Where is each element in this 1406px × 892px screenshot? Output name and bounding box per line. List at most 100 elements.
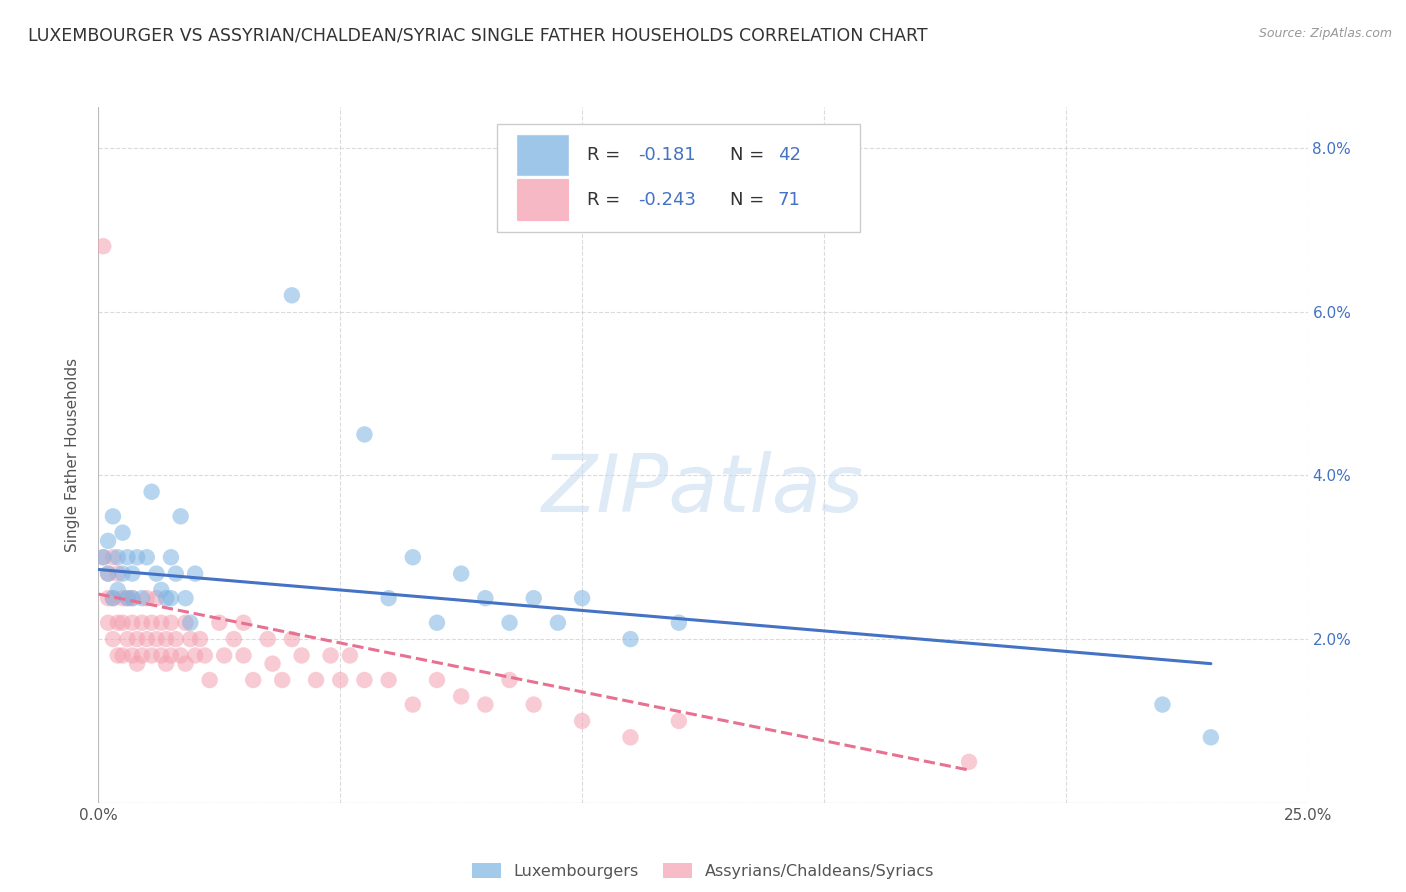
Text: -0.181: -0.181	[638, 146, 696, 164]
Point	[145, 632, 167, 646]
Point	[498, 615, 520, 630]
Point	[111, 615, 134, 630]
Point	[141, 484, 163, 499]
Text: 71: 71	[778, 191, 801, 209]
Point	[339, 648, 361, 663]
Point	[121, 648, 143, 663]
Point	[450, 690, 472, 704]
Point	[619, 632, 641, 646]
Point	[107, 550, 129, 565]
Point	[111, 525, 134, 540]
Point	[184, 648, 207, 663]
Point	[523, 591, 546, 606]
Point	[474, 698, 496, 712]
Point	[97, 566, 120, 581]
Point	[377, 673, 399, 687]
Point	[319, 648, 342, 663]
Point	[174, 591, 197, 606]
Point	[121, 615, 143, 630]
Point	[426, 673, 449, 687]
Point	[174, 615, 197, 630]
Point	[117, 550, 139, 565]
Point	[160, 550, 183, 565]
Point	[111, 591, 134, 606]
Point	[121, 591, 143, 606]
Point	[141, 648, 163, 663]
FancyBboxPatch shape	[517, 179, 568, 219]
Text: R =: R =	[586, 191, 626, 209]
Point	[179, 632, 201, 646]
Point	[127, 657, 149, 671]
Point	[232, 615, 254, 630]
Point	[169, 648, 191, 663]
Point	[571, 591, 593, 606]
Point	[198, 673, 221, 687]
Point	[97, 566, 120, 581]
Point	[426, 615, 449, 630]
Point	[242, 673, 264, 687]
Point	[188, 632, 211, 646]
Point	[91, 550, 114, 565]
Point	[402, 550, 425, 565]
Y-axis label: Single Father Households: Single Father Households	[65, 358, 80, 552]
Point	[135, 550, 157, 565]
Text: LUXEMBOURGER VS ASSYRIAN/CHALDEAN/SYRIAC SINGLE FATHER HOUSEHOLDS CORRELATION CH: LUXEMBOURGER VS ASSYRIAN/CHALDEAN/SYRIAC…	[28, 27, 928, 45]
Point	[212, 648, 235, 663]
Point	[450, 566, 472, 581]
Point	[117, 591, 139, 606]
Point	[184, 566, 207, 581]
Point	[194, 648, 217, 663]
Point	[107, 648, 129, 663]
Point	[256, 632, 278, 646]
Point	[619, 731, 641, 745]
Point	[101, 591, 124, 606]
Point	[97, 591, 120, 606]
Point	[160, 648, 183, 663]
Point	[101, 632, 124, 646]
Point	[117, 591, 139, 606]
Point	[232, 648, 254, 663]
Point	[135, 632, 157, 646]
Text: R =: R =	[586, 146, 626, 164]
Point	[169, 509, 191, 524]
Point	[141, 615, 163, 630]
Point	[179, 615, 201, 630]
Point	[155, 591, 177, 606]
Point	[271, 673, 294, 687]
Point	[353, 673, 375, 687]
Text: -0.243: -0.243	[638, 191, 696, 209]
Point	[160, 591, 183, 606]
Point	[91, 550, 114, 565]
Point	[150, 615, 173, 630]
Point	[131, 615, 153, 630]
Point	[290, 648, 312, 663]
Point	[208, 615, 231, 630]
Point	[262, 657, 284, 671]
Point	[160, 615, 183, 630]
Point	[1199, 731, 1222, 745]
Point	[111, 648, 134, 663]
Point	[131, 648, 153, 663]
Point	[101, 591, 124, 606]
Text: N =: N =	[730, 191, 769, 209]
Point	[135, 591, 157, 606]
Point	[150, 648, 173, 663]
Point	[474, 591, 496, 606]
Point	[121, 591, 143, 606]
Text: N =: N =	[730, 146, 769, 164]
Point	[402, 698, 425, 712]
Point	[305, 673, 328, 687]
Point	[145, 566, 167, 581]
Point	[174, 657, 197, 671]
Point	[329, 673, 352, 687]
Point	[668, 714, 690, 728]
Point	[111, 566, 134, 581]
Point	[127, 632, 149, 646]
Point	[165, 566, 187, 581]
Point	[107, 566, 129, 581]
Text: 42: 42	[778, 146, 801, 164]
Point	[97, 533, 120, 548]
Point	[377, 591, 399, 606]
Point	[222, 632, 245, 646]
Text: ZIPatlas: ZIPatlas	[541, 450, 865, 529]
